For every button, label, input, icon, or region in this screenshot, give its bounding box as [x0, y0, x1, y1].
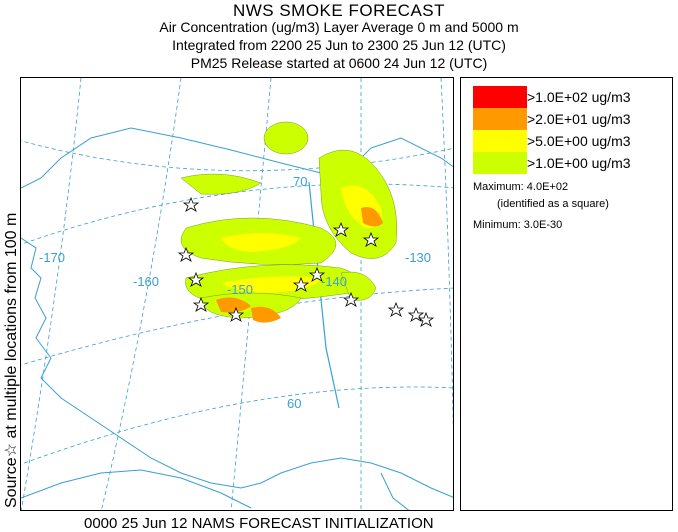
map-panel: 70 60 -170 -160 -150 -140 -130 — [20, 77, 454, 511]
smoke-plumes — [180, 121, 398, 323]
maximum-value: Maximum: 4.0E+02 — [473, 181, 569, 193]
lat-60-label: 60 — [287, 396, 301, 411]
legend-swatch-orange — [473, 108, 527, 130]
legend-label: >1.0E+02 ug/m3 — [527, 89, 631, 105]
lon-130-label: -130 — [405, 250, 431, 265]
legend-swatch-lime — [473, 152, 527, 174]
lon-150-label: -150 — [227, 282, 253, 297]
initialization-caption: 0000 25 Jun 12 NAMS FORECAST INITIALIZAT… — [84, 515, 434, 532]
legend-item: >1.0E+00 ug/m3 — [473, 152, 631, 174]
map-title: NWS SMOKE FORECAST — [232, 1, 446, 20]
minimum-value: Minimum: 3.0E-30 — [473, 219, 563, 231]
legend-label: >2.0E+01 ug/m3 — [527, 111, 631, 127]
legend-item: >5.0E+00 ug/m3 — [473, 130, 631, 152]
lon-160-label: -160 — [133, 274, 159, 289]
source-markers — [177, 196, 435, 327]
coastline — [21, 127, 453, 510]
source-side-label: Source☆ at multiple locations from 100 m — [3, 212, 20, 508]
legend-swatch-red — [473, 86, 527, 108]
lat-70-label: 70 — [293, 174, 307, 189]
subtitle-concentration: Air Concentration (ug/m3) Layer Average … — [159, 19, 519, 35]
legend-swatch-yellow — [473, 130, 527, 152]
lon-170-label: -170 — [39, 250, 65, 265]
legend-label: >1.0E+00 ug/m3 — [527, 155, 631, 171]
maximum-note: (identified as a square) — [497, 198, 609, 210]
legend-item: >2.0E+01 ug/m3 — [473, 108, 631, 130]
legend-item: >1.0E+02 ug/m3 — [473, 86, 631, 108]
legend-panel: >1.0E+02 ug/m3 >2.0E+01 ug/m3 >5.0E+00 u… — [460, 77, 673, 511]
lon-140-label: -140 — [321, 274, 347, 289]
legend-label: >5.0E+00 ug/m3 — [527, 133, 631, 149]
subtitle-integration: Integrated from 2200 25 Jun to 2300 25 J… — [172, 37, 506, 53]
subtitle-release: PM25 Release started at 0600 24 Jun 12 (… — [190, 55, 488, 71]
map-canvas: 70 60 -170 -160 -150 -140 -130 — [21, 78, 453, 510]
